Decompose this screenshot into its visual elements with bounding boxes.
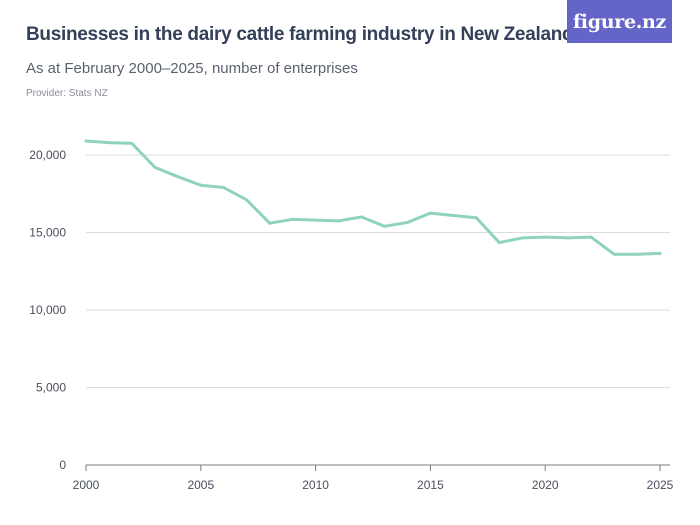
data-point-2024 <box>635 252 639 256</box>
data-point-2014 <box>405 220 409 224</box>
data-point-2010 <box>314 218 318 222</box>
data-point-2005 <box>199 183 203 187</box>
data-point-2007 <box>245 198 249 202</box>
data-point-2019 <box>520 236 524 240</box>
x-axis-tick-labels: 2000 2005 2010 2015 2020 2025 <box>73 478 674 492</box>
series-layer <box>84 139 662 256</box>
y-tick-label-10000: 10,000 <box>29 303 66 317</box>
x-tick-label-2005: 2005 <box>187 478 214 492</box>
data-provider: Provider: Stats NZ <box>26 88 108 99</box>
data-point-2025 <box>658 251 662 255</box>
x-tick-label-2025: 2025 <box>647 478 674 492</box>
x-tick-label-2020: 2020 <box>532 478 559 492</box>
data-point-2012 <box>360 215 364 219</box>
x-tick-label-2000: 2000 <box>73 478 100 492</box>
series-line-0 <box>84 139 662 256</box>
x-tick-label-2015: 2015 <box>417 478 444 492</box>
data-point-2020 <box>543 235 547 239</box>
data-point-2023 <box>612 252 616 256</box>
y-tick-label-20000: 20,000 <box>29 148 66 162</box>
data-point-2009 <box>291 217 295 221</box>
data-point-2002 <box>130 141 134 145</box>
data-point-2001 <box>107 141 111 145</box>
y-tick-label-0: 0 <box>59 458 66 472</box>
data-point-2000 <box>84 139 88 143</box>
data-point-2018 <box>497 241 501 245</box>
data-point-2013 <box>382 224 386 228</box>
data-point-2006 <box>222 186 226 190</box>
y-axis-tick-labels: 0 5,000 10,000 15,000 20,000 <box>29 148 66 472</box>
chart-title: Businesses in the dairy cattle farming i… <box>26 24 574 45</box>
gridlines <box>86 154 670 388</box>
x-tick-label-2010: 2010 <box>302 478 329 492</box>
data-point-2021 <box>566 236 570 240</box>
logo-text: figure.nz <box>572 10 667 33</box>
data-point-2003 <box>153 165 157 169</box>
data-point-2004 <box>176 175 180 179</box>
data-point-2016 <box>451 213 455 217</box>
x-axis <box>85 464 670 471</box>
data-point-2015 <box>428 211 432 215</box>
data-point-2008 <box>268 221 272 225</box>
y-tick-label-5000: 5,000 <box>36 381 66 395</box>
chart-subtitle: As at February 2000–2025, number of ente… <box>26 60 358 77</box>
data-point-2022 <box>589 235 593 239</box>
data-point-2011 <box>337 219 341 223</box>
data-point-2017 <box>474 216 478 220</box>
figure-nz-logo[interactable]: figure.nz <box>567 0 672 43</box>
y-tick-label-15000: 15,000 <box>29 226 66 240</box>
